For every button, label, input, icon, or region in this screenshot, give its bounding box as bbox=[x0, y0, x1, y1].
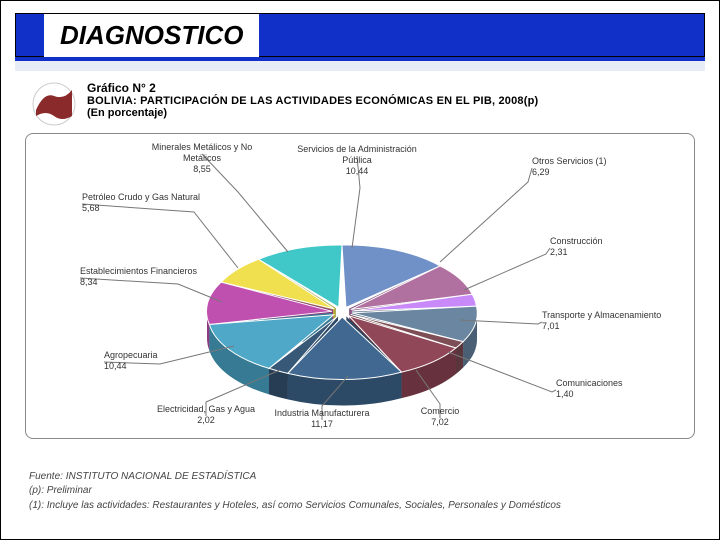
pie-leader-line bbox=[202, 154, 288, 252]
ine-logo-icon bbox=[31, 81, 77, 127]
chart-title-unit: (En porcentaje) bbox=[87, 107, 538, 119]
pie-chart: Servicios de la AdministraciónPública10,… bbox=[26, 134, 698, 440]
pie-leader-line bbox=[82, 204, 238, 268]
footer-note-2: (1): Incluye las actividades: Restaurant… bbox=[29, 499, 691, 514]
slide: DIAGNOSTICO Gráfico N° 2 BOLIVIA: PARTIC… bbox=[0, 0, 720, 540]
chart-header: Gráfico N° 2 BOLIVIA: PARTICIPACIÓN DE L… bbox=[31, 81, 689, 127]
chart-title-main: BOLIVIA: PARTICIPACIÓN DE LAS ACTIVIDADE… bbox=[87, 95, 538, 107]
pie-slice-label: Electricidad, Gas y Agua2,02 bbox=[157, 404, 255, 425]
pie-slice-label: Comunicaciones1,40 bbox=[556, 378, 623, 399]
pie-slice-label: Agropecuaria10,44 bbox=[104, 350, 158, 371]
title-strip bbox=[15, 61, 705, 71]
footer-notes: Fuente: INSTITUTO NACIONAL DE ESTADÍSTIC… bbox=[29, 470, 691, 514]
pie-leader-line bbox=[80, 278, 222, 302]
chart-title-block: Gráfico N° 2 BOLIVIA: PARTICIPACIÓN DE L… bbox=[87, 81, 538, 119]
pie-slice-label: Transporte y Almacenamiento7,01 bbox=[542, 310, 661, 331]
chart-container: Servicios de la AdministraciónPública10,… bbox=[25, 133, 695, 439]
chart-title-number: Gráfico N° 2 bbox=[87, 81, 538, 95]
pie-slice-label: Industria Manufacturera11,17 bbox=[274, 408, 369, 429]
pie-leader-line bbox=[440, 168, 532, 262]
footer-note-1: (p): Preliminar bbox=[29, 484, 691, 499]
pie-slice-label: Comercio7,02 bbox=[421, 406, 460, 427]
page-title: DIAGNOSTICO bbox=[44, 14, 259, 57]
pie-slice-label: Minerales Metálicos y NoMetálicos8,55 bbox=[152, 142, 253, 174]
pie-slice-label: Petróleo Crudo y Gas Natural5,68 bbox=[82, 192, 200, 213]
title-bar: DIAGNOSTICO bbox=[15, 13, 705, 57]
pie-slice-label: Servicios de la AdministraciónPública10,… bbox=[297, 144, 417, 176]
pie-leader-line bbox=[464, 248, 550, 290]
pie-leader-line bbox=[448, 352, 556, 392]
pie-slice-label: Construcción2,31 bbox=[550, 236, 603, 257]
pie-slice-label: Establecimientos Financieros8,34 bbox=[80, 266, 198, 287]
footer-source: Fuente: INSTITUTO NACIONAL DE ESTADÍSTIC… bbox=[29, 470, 691, 485]
pie-slice-label: Otros Servicios (1)6,29 bbox=[532, 156, 607, 177]
